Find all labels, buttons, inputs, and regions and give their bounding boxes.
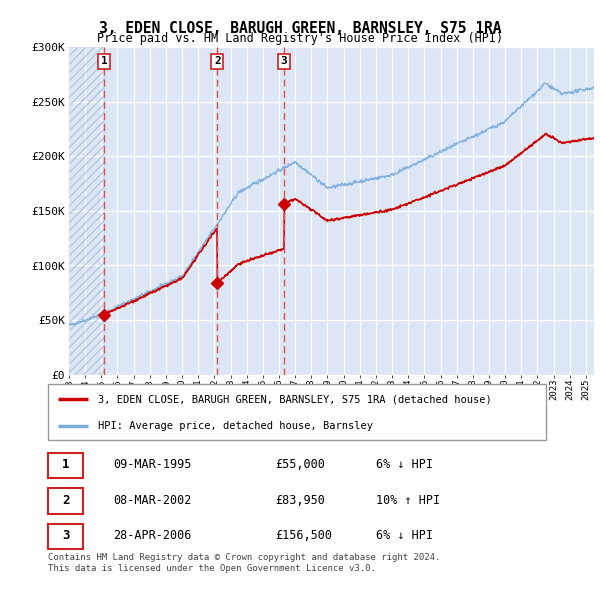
Text: 6% ↓ HPI: 6% ↓ HPI <box>376 529 433 542</box>
Text: £83,950: £83,950 <box>275 494 325 507</box>
Text: Price paid vs. HM Land Registry's House Price Index (HPI): Price paid vs. HM Land Registry's House … <box>97 32 503 45</box>
Text: 2: 2 <box>214 57 221 67</box>
FancyBboxPatch shape <box>48 384 546 440</box>
Text: Contains HM Land Registry data © Crown copyright and database right 2024.
This d: Contains HM Land Registry data © Crown c… <box>48 553 440 573</box>
Text: £156,500: £156,500 <box>275 529 332 542</box>
Text: HPI: Average price, detached house, Barnsley: HPI: Average price, detached house, Barn… <box>98 421 373 431</box>
Text: 6% ↓ HPI: 6% ↓ HPI <box>376 458 433 471</box>
Text: 3, EDEN CLOSE, BARUGH GREEN, BARNSLEY, S75 1RA (detached house): 3, EDEN CLOSE, BARUGH GREEN, BARNSLEY, S… <box>98 394 491 404</box>
Text: 08-MAR-2002: 08-MAR-2002 <box>113 494 192 507</box>
Text: 10% ↑ HPI: 10% ↑ HPI <box>376 494 440 507</box>
Text: 09-MAR-1995: 09-MAR-1995 <box>113 458 192 471</box>
Text: £55,000: £55,000 <box>275 458 325 471</box>
FancyBboxPatch shape <box>48 523 83 549</box>
Text: 3, EDEN CLOSE, BARUGH GREEN, BARNSLEY, S75 1RA: 3, EDEN CLOSE, BARUGH GREEN, BARNSLEY, S… <box>99 21 501 35</box>
Text: 1: 1 <box>62 458 70 471</box>
Text: 1: 1 <box>101 57 107 67</box>
Text: 3: 3 <box>62 529 70 542</box>
Text: 28-APR-2006: 28-APR-2006 <box>113 529 192 542</box>
Text: 3: 3 <box>281 57 287 67</box>
FancyBboxPatch shape <box>48 453 83 478</box>
FancyBboxPatch shape <box>48 488 83 514</box>
Text: 2: 2 <box>62 494 70 507</box>
